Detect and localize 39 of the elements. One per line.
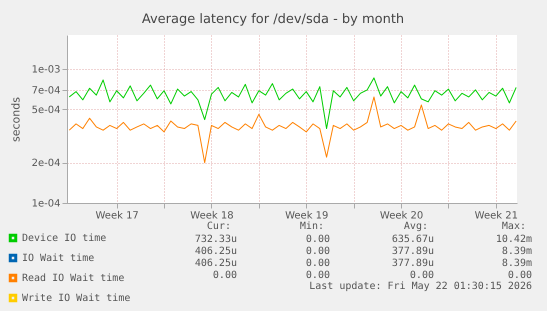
line-series (68, 77, 517, 130)
legend-label: IO Wait time (22, 253, 94, 264)
text: 0.00 (306, 246, 330, 258)
text: 0.00 (306, 234, 330, 246)
text: 0.00 (306, 258, 330, 270)
text: 377.89u (392, 258, 434, 270)
x-tick-label: Week 20 (380, 210, 424, 222)
text: Min: (300, 221, 324, 233)
text: 406.25u (194, 246, 237, 258)
legend-label: Write IO Wait time (22, 293, 130, 304)
y-tick-label: 2e-04 (32, 158, 60, 170)
x-tick-label: Week 17 (96, 210, 139, 222)
text: Cur: (206, 221, 231, 233)
text: 10.42m (496, 234, 532, 246)
text: 377.89u (392, 246, 434, 258)
text: 8.39m (502, 246, 532, 258)
legend-label: Device IO time (22, 233, 106, 244)
text: Avg: (404, 221, 428, 233)
x-tick-label: Week 19 (285, 210, 328, 222)
text: 732.33u (194, 234, 237, 246)
y-tick-label: 1e-03 (32, 64, 60, 76)
text: 406.25u (194, 258, 237, 270)
text: 0.00 (508, 270, 532, 282)
x-tick-label: Week 21 (474, 210, 518, 222)
text: 0.00 (306, 270, 330, 282)
y-tick-label: 7e-04 (32, 85, 60, 96)
text: 0.00 (212, 270, 237, 282)
chart-title: Average latency for /dev/sda - by month (142, 12, 404, 27)
line-series (68, 96, 517, 164)
text: 0.00 (410, 270, 434, 282)
text: 8.39m (502, 258, 532, 270)
y-axis-title: seconds (10, 96, 23, 142)
x-tick-label: Week 18 (190, 210, 234, 222)
y-tick-label: 5e-04 (32, 104, 60, 116)
y-tick-label: 1e-04 (32, 198, 60, 210)
legend-label: Read IO Wait time (22, 273, 124, 284)
text: Last update: Fri May 22 01:30:15 2026 (309, 281, 532, 293)
text: Max: (502, 221, 526, 233)
text: 635.67u (392, 234, 434, 246)
